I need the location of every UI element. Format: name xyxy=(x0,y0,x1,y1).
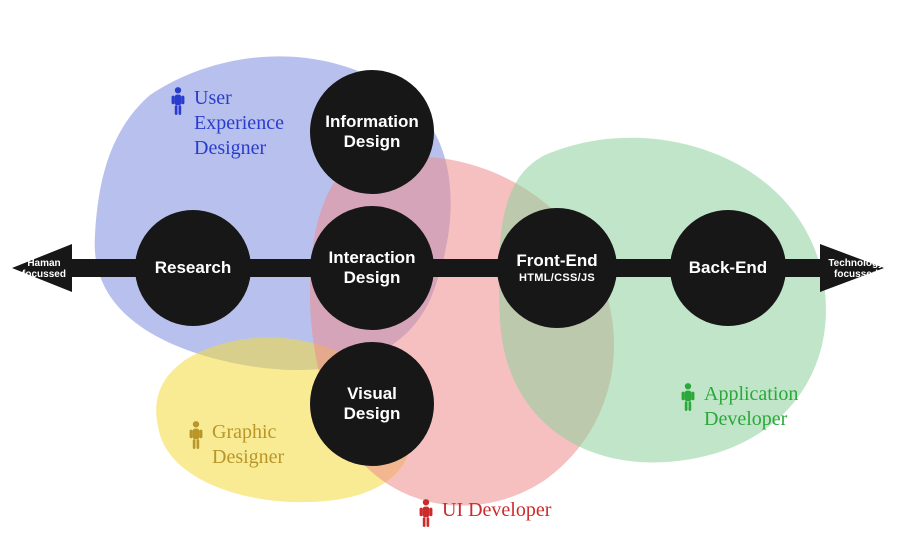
role-graphic-designer: GraphicDesigner xyxy=(188,420,284,470)
role-label: UserExperienceDesigner xyxy=(194,86,284,161)
person-icon xyxy=(188,420,206,450)
node-back-end: Back-End xyxy=(670,210,786,326)
node-label: Research xyxy=(155,258,232,278)
node-label: Back-End xyxy=(689,258,767,278)
role-label: UI Developer xyxy=(442,498,551,523)
role-ui-developer: UI Developer xyxy=(418,498,551,528)
person-icon xyxy=(418,498,436,528)
node-label: Front-End xyxy=(516,251,597,271)
node-label: Design xyxy=(344,132,401,152)
node-front-end: Front-EndHTML/CSS/JS xyxy=(497,208,617,328)
node-label: Design xyxy=(344,404,401,424)
node-label: Visual xyxy=(347,384,397,404)
node-research: Research xyxy=(135,210,251,326)
node-visual-design: VisualDesign xyxy=(310,342,434,466)
role-label: ApplicationDeveloper xyxy=(704,382,798,432)
role-app-developer: ApplicationDeveloper xyxy=(680,382,798,432)
node-label: Information xyxy=(325,112,419,132)
node-interaction-design: InteractionDesign xyxy=(310,206,434,330)
axis-label-right: Technologyfocussed xyxy=(826,258,886,280)
axis-label-left: Hamanfocussed xyxy=(18,258,70,280)
person-icon xyxy=(680,382,698,412)
diagram-canvas: { "canvas":{"width":900,"height":546,"ba… xyxy=(0,0,900,546)
role-label: GraphicDesigner xyxy=(212,420,284,470)
role-ux-designer: UserExperienceDesigner xyxy=(170,86,284,161)
node-label: Interaction xyxy=(329,248,416,268)
node-information-design: InformationDesign xyxy=(310,70,434,194)
node-sublabel: HTML/CSS/JS xyxy=(519,272,595,285)
node-label: Design xyxy=(344,268,401,288)
person-icon xyxy=(170,86,188,116)
